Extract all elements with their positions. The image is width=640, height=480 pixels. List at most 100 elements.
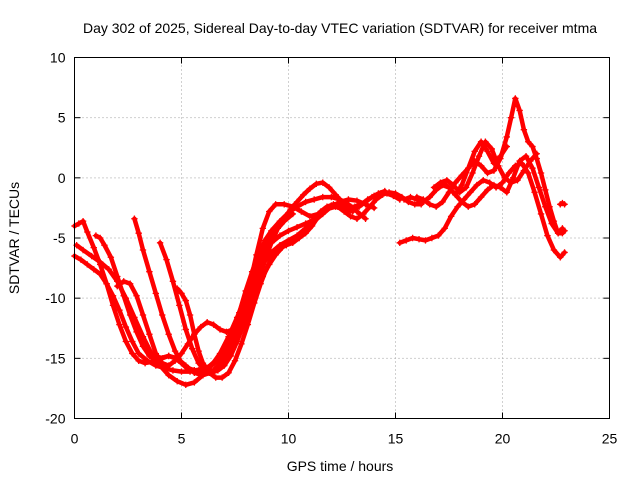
- data-point: [353, 215, 361, 222]
- data-point: [443, 177, 451, 184]
- data-point: [497, 152, 504, 160]
- data-point: [233, 338, 241, 345]
- data-point: [529, 165, 536, 172]
- data-point: [146, 268, 153, 275]
- data-point: [514, 177, 521, 184]
- data-point: [503, 133, 510, 141]
- data-point: [199, 359, 207, 367]
- data-point: [169, 367, 177, 374]
- data-point: [334, 203, 341, 210]
- data-point: [488, 145, 495, 153]
- data-point: [88, 252, 95, 260]
- data-point: [116, 321, 123, 328]
- data-point: [139, 246, 147, 254]
- data-point: [84, 261, 91, 268]
- data-point: [171, 357, 179, 364]
- data-point: [328, 193, 335, 201]
- data-point: [426, 193, 433, 201]
- data-point: [328, 202, 335, 209]
- data-point: [373, 196, 380, 203]
- y-tick-label: -10: [45, 290, 65, 306]
- data-point: [236, 319, 243, 326]
- data-point: [561, 249, 568, 256]
- data-point: [368, 193, 376, 201]
- data-point: [411, 201, 418, 208]
- data-point: [490, 181, 498, 189]
- data-point: [544, 232, 551, 239]
- data-point: [216, 359, 224, 367]
- x-tick-label: 10: [281, 431, 297, 447]
- data-point: [435, 232, 442, 239]
- data-point: [349, 205, 356, 213]
- data-point: [308, 222, 316, 230]
- data-point: [561, 227, 568, 234]
- data-point: [503, 143, 510, 150]
- series-5: [131, 193, 369, 376]
- data-point: [122, 323, 130, 331]
- data-point: [238, 340, 245, 348]
- data-point: [306, 213, 314, 220]
- data-point: [385, 189, 393, 196]
- data-point: [430, 184, 438, 191]
- data-point: [477, 193, 485, 201]
- data-point: [362, 198, 369, 206]
- series-9: [396, 160, 568, 261]
- data-point: [347, 213, 354, 220]
- data-point: [135, 357, 142, 364]
- data-point: [122, 338, 130, 345]
- data-point: [306, 185, 314, 192]
- y-tick-label: -20: [45, 411, 65, 427]
- data-point: [174, 377, 181, 385]
- data-point: [355, 203, 363, 210]
- data-point: [141, 359, 149, 367]
- data-point: [251, 299, 258, 307]
- data-point: [92, 232, 100, 239]
- data-point: [152, 350, 160, 357]
- data-point: [469, 169, 476, 177]
- data-point: [319, 179, 326, 186]
- data-point: [439, 179, 446, 186]
- data-point: [218, 374, 226, 381]
- data-point: [310, 196, 318, 203]
- data-point: [325, 184, 333, 191]
- data-point: [120, 278, 127, 285]
- y-tick-label: 0: [58, 170, 66, 186]
- axis-ticks: 0 5 10 15 20 25 -20 -15 -10 -5 0 5 10: [45, 50, 617, 447]
- data-point: [184, 365, 192, 373]
- chart-title: Day 302 of 2025, Sidereal Day-to-day VTE…: [83, 20, 597, 36]
- data-point: [413, 193, 421, 201]
- data-point: [353, 197, 361, 204]
- data-point: [221, 362, 228, 369]
- series-13: [439, 138, 510, 198]
- data-point: [561, 201, 568, 208]
- data-point: [520, 167, 528, 174]
- data-point: [146, 352, 153, 360]
- data-point: [400, 196, 408, 203]
- data-point: [274, 225, 281, 232]
- data-point: [223, 328, 230, 336]
- data-point: [283, 242, 290, 249]
- data-point: [441, 225, 448, 232]
- data-point: [159, 359, 166, 367]
- data-point: [537, 210, 545, 218]
- data-point: [531, 189, 538, 196]
- data-point: [79, 217, 87, 225]
- data-point: [225, 369, 232, 376]
- data-point: [133, 328, 140, 336]
- data-point: [490, 167, 498, 174]
- data-point: [484, 148, 491, 155]
- data-point: [268, 239, 275, 247]
- data-point: [191, 331, 198, 338]
- data-point: [263, 263, 271, 271]
- data-point: [516, 107, 523, 114]
- data-point: [242, 287, 249, 295]
- data-point: [332, 191, 339, 198]
- data-point: [302, 198, 309, 206]
- data-point: [529, 143, 536, 150]
- y-axis-label: SDTVAR / TECUs: [6, 182, 22, 294]
- series-8: [174, 189, 425, 381]
- data-point: [497, 184, 504, 191]
- data-point: [520, 126, 528, 133]
- data-point: [524, 169, 532, 177]
- data-point: [276, 232, 284, 239]
